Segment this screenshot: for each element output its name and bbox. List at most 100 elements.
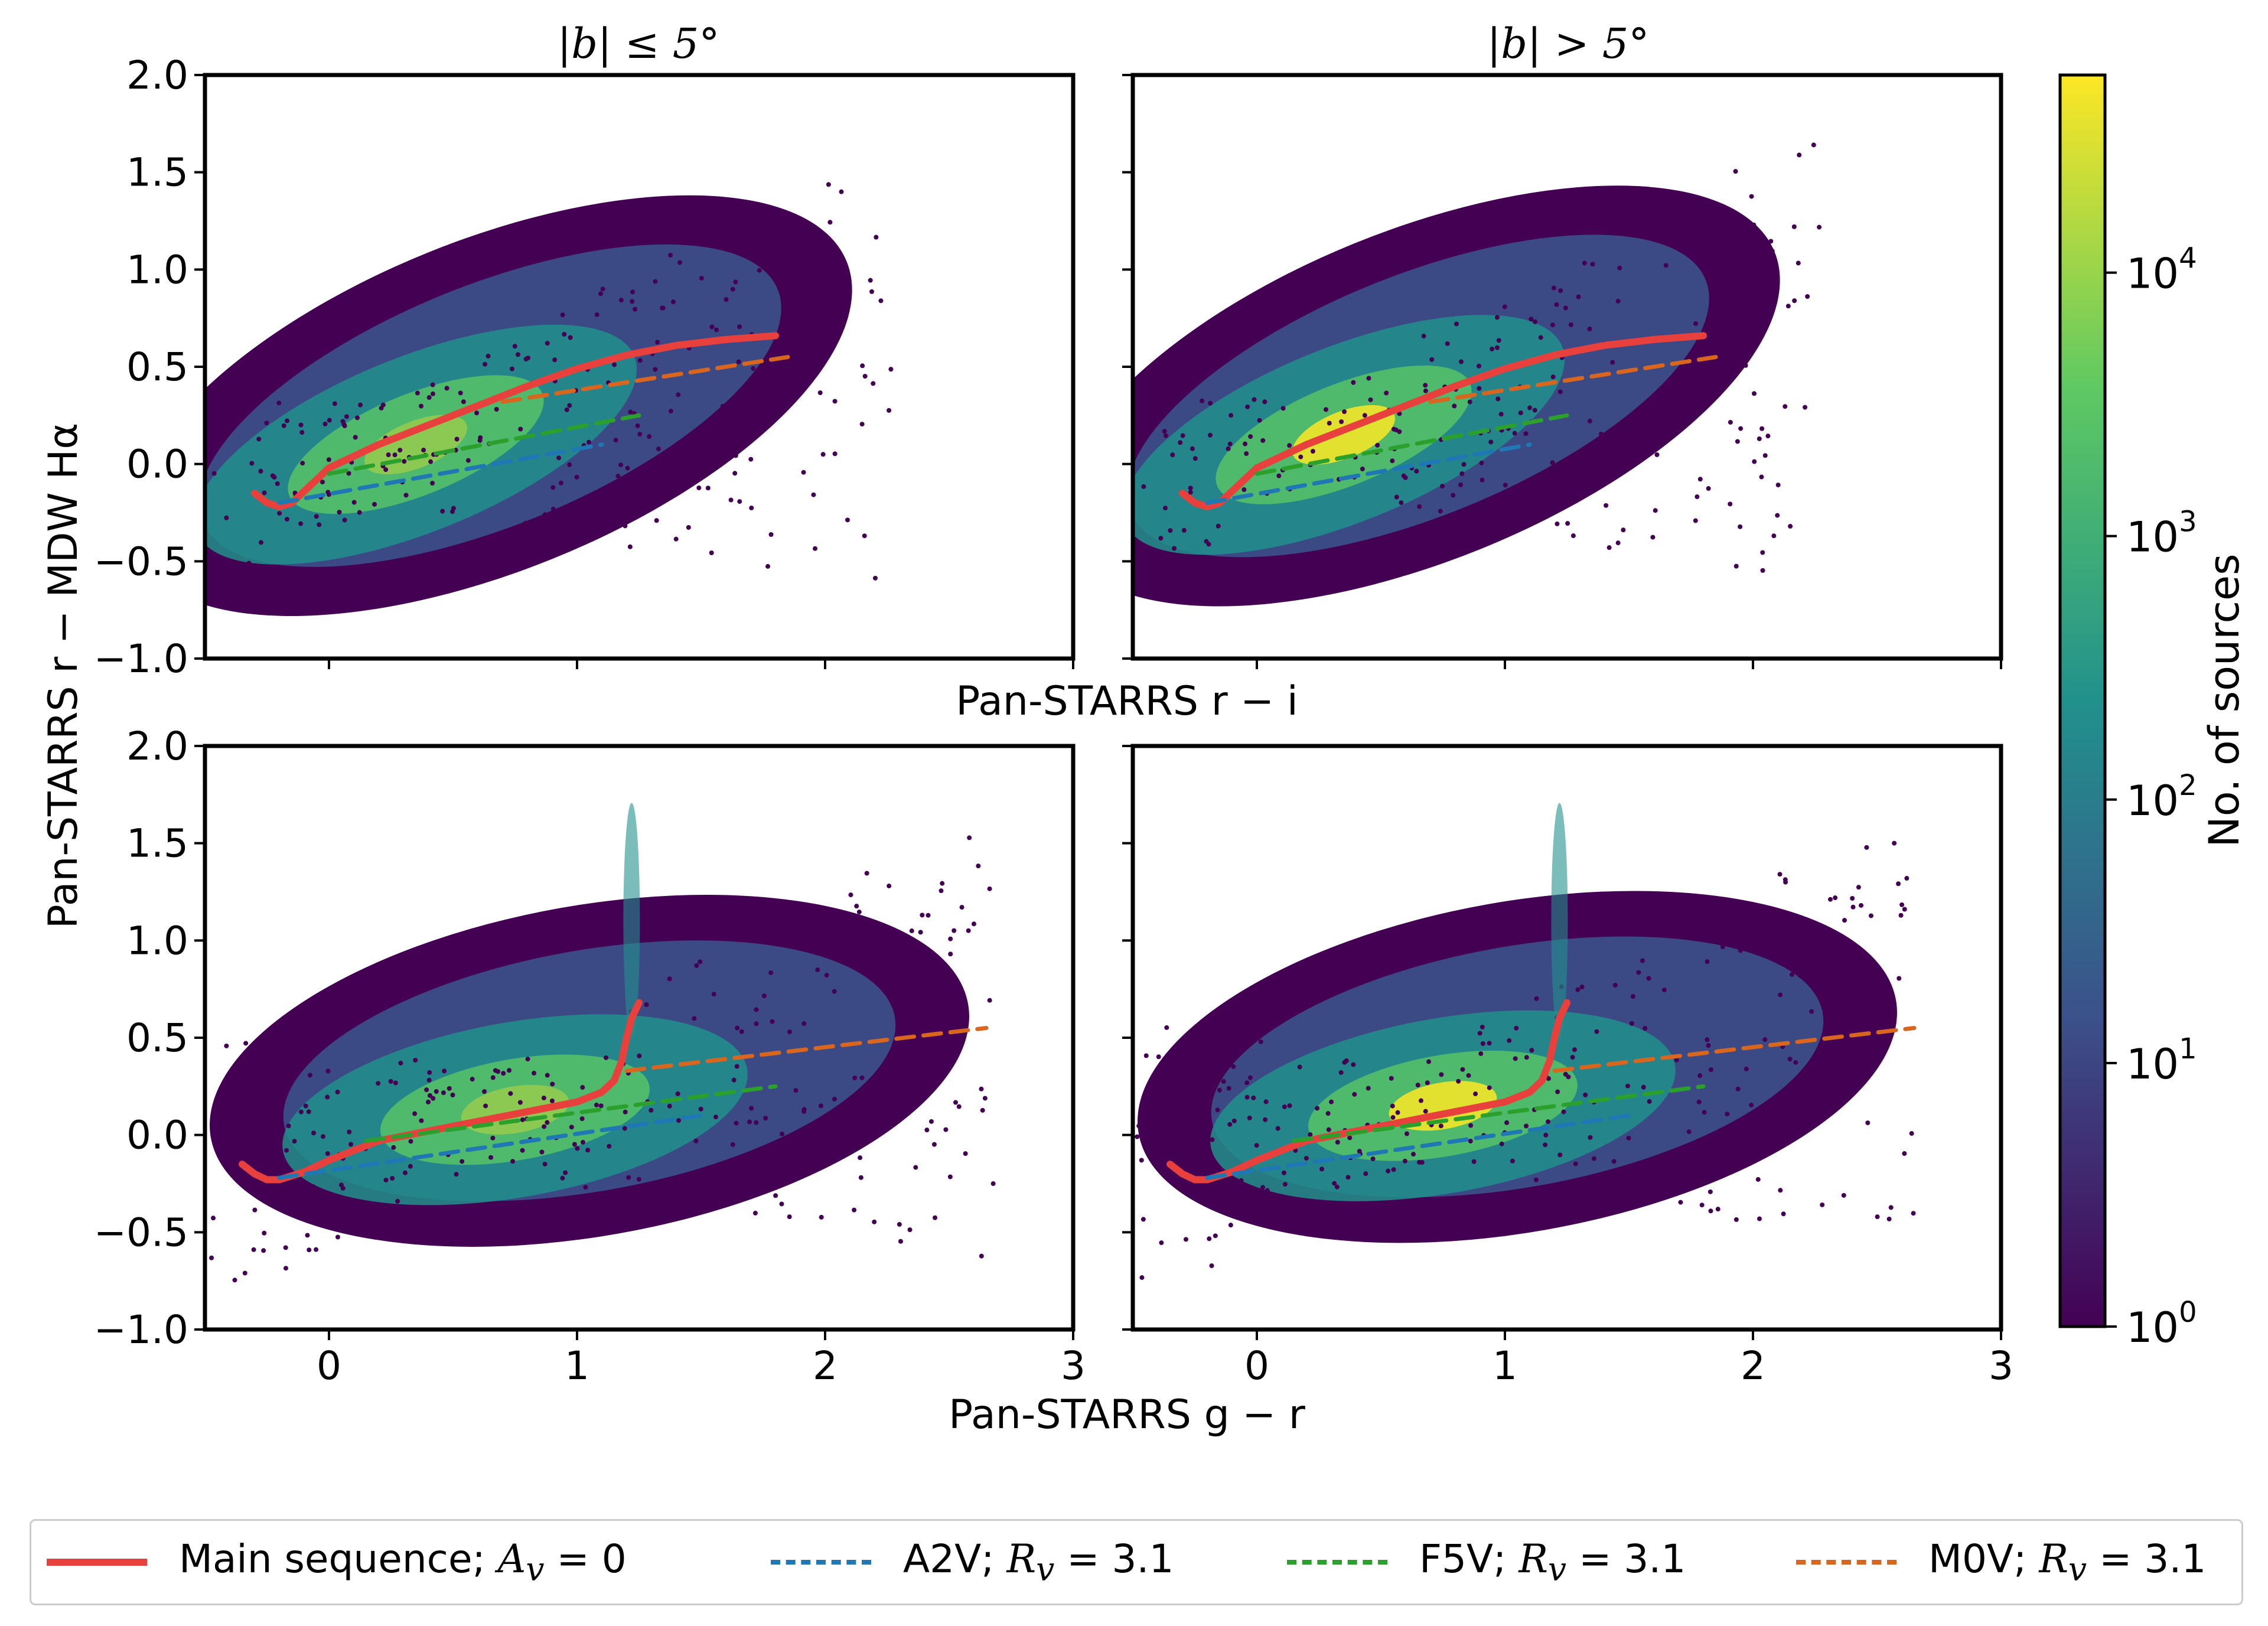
y-tick-label: 0.5 [126,344,188,390]
outlier-point [226,1083,232,1088]
outlier-point [1143,1053,1149,1058]
outlier-point [501,1071,506,1076]
panel-title-left: |b| ≤ 5° [558,19,720,68]
series-line [1254,413,1569,476]
outlier-point [1332,1181,1337,1186]
outlier-point [761,993,767,999]
outlier-point [550,506,556,511]
outlier-point [1304,1156,1309,1161]
x-tick-label: 2 [813,1343,838,1389]
outlier-point [415,390,420,396]
outlier-point [749,505,754,510]
outlier-point [346,471,351,476]
outlier-point [307,1247,312,1253]
outlier-point [1452,403,1457,409]
f5v-swatch [1287,1560,1387,1565]
outlier-point [259,1051,264,1057]
outlier-point [801,470,806,475]
outlier-point [668,409,673,414]
outlier-point [928,1119,934,1124]
outlier-point [585,1148,591,1153]
legend-item-m0v: M0V; Rv = 3.1 [1796,1521,2206,1604]
outlier-point [882,1099,887,1104]
outlier-point [1732,324,1737,329]
legend-label-f5v: F5V; Rv = 3.1 [1419,1536,1686,1589]
outlier-point [270,473,275,478]
outlier-point [586,439,591,445]
outlier-point [1038,601,1042,606]
outlier-point [545,1120,550,1125]
outlier-point [1047,462,1051,467]
outlier-point [285,418,290,423]
outlier-point [320,1134,325,1139]
outlier-point [947,1174,953,1179]
outlier-point [1543,1132,1549,1138]
outlier-point [1842,918,1847,923]
outlier-point [482,1089,487,1094]
outlier-point [1108,471,1113,476]
outlier-point [1909,1131,1914,1136]
outlier-point [815,1164,820,1169]
outlier-point [211,410,217,415]
outlier-point [1510,1158,1515,1164]
outlier-point [1538,335,1543,340]
outlier-point [335,1089,340,1094]
outlier-point [677,260,682,265]
outlier-point [1118,464,1123,469]
colorbar-tick-label: 103 [2126,506,2197,562]
outlier-point [667,976,672,982]
outlier-point [787,1214,792,1220]
outlier-point [419,403,424,409]
outlier-point [426,395,432,400]
outlier-point [320,480,325,485]
outlier-point [1865,1120,1871,1126]
outlier-point [856,910,862,915]
outlier-point [1792,298,1797,304]
outlier-point [1702,926,1707,931]
outlier-point [1174,1087,1179,1092]
panel-title-right: |b| > 5° [1487,19,1650,68]
outlier-point [1783,404,1788,409]
colorbar-tick-label: 101 [2126,1032,2197,1089]
outlier-point [508,1091,513,1096]
density-spike [1551,803,1568,1040]
outlier-point [779,1201,784,1207]
outlier-point [1036,613,1041,618]
outlier-point [824,973,829,978]
outlier-point [948,952,953,957]
outlier-point [693,1203,699,1208]
outlier-point [754,1120,759,1125]
outlier-point [1708,1067,1713,1073]
outlier-point [859,422,865,427]
x-tick-label: 1 [565,1343,589,1389]
outlier-point [1592,1156,1597,1161]
outlier-point [110,458,115,463]
series-line [1205,1113,1631,1180]
outlier-point [119,400,123,405]
outlier-point [246,561,252,566]
outlier-point [447,1086,452,1091]
outlier-point [1139,1275,1145,1280]
outlier-point [1576,294,1581,299]
outlier-point [796,1129,801,1135]
outlier-point [858,1175,863,1180]
outlier-point [195,568,200,573]
outlier-point [1190,1080,1195,1086]
outlier-point [1533,1177,1539,1182]
outlier-point [1115,406,1120,411]
outlier-point [1630,994,1635,999]
outlier-point [243,1041,249,1046]
outlier-point [1075,444,1080,449]
outlier-point [115,482,120,487]
outlier-point [383,467,389,473]
outlier-point [804,919,809,924]
outlier-point [1654,452,1660,457]
outlier-point [1190,1060,1195,1065]
outlier-point [1762,1037,1768,1042]
outlier-point [887,408,892,413]
colorbar-tick-exponent: 0 [2179,1296,2197,1329]
outlier-point [1728,501,1733,507]
outlier-point [728,497,734,503]
outlier-point [1158,536,1164,541]
outlier-point [730,286,735,292]
